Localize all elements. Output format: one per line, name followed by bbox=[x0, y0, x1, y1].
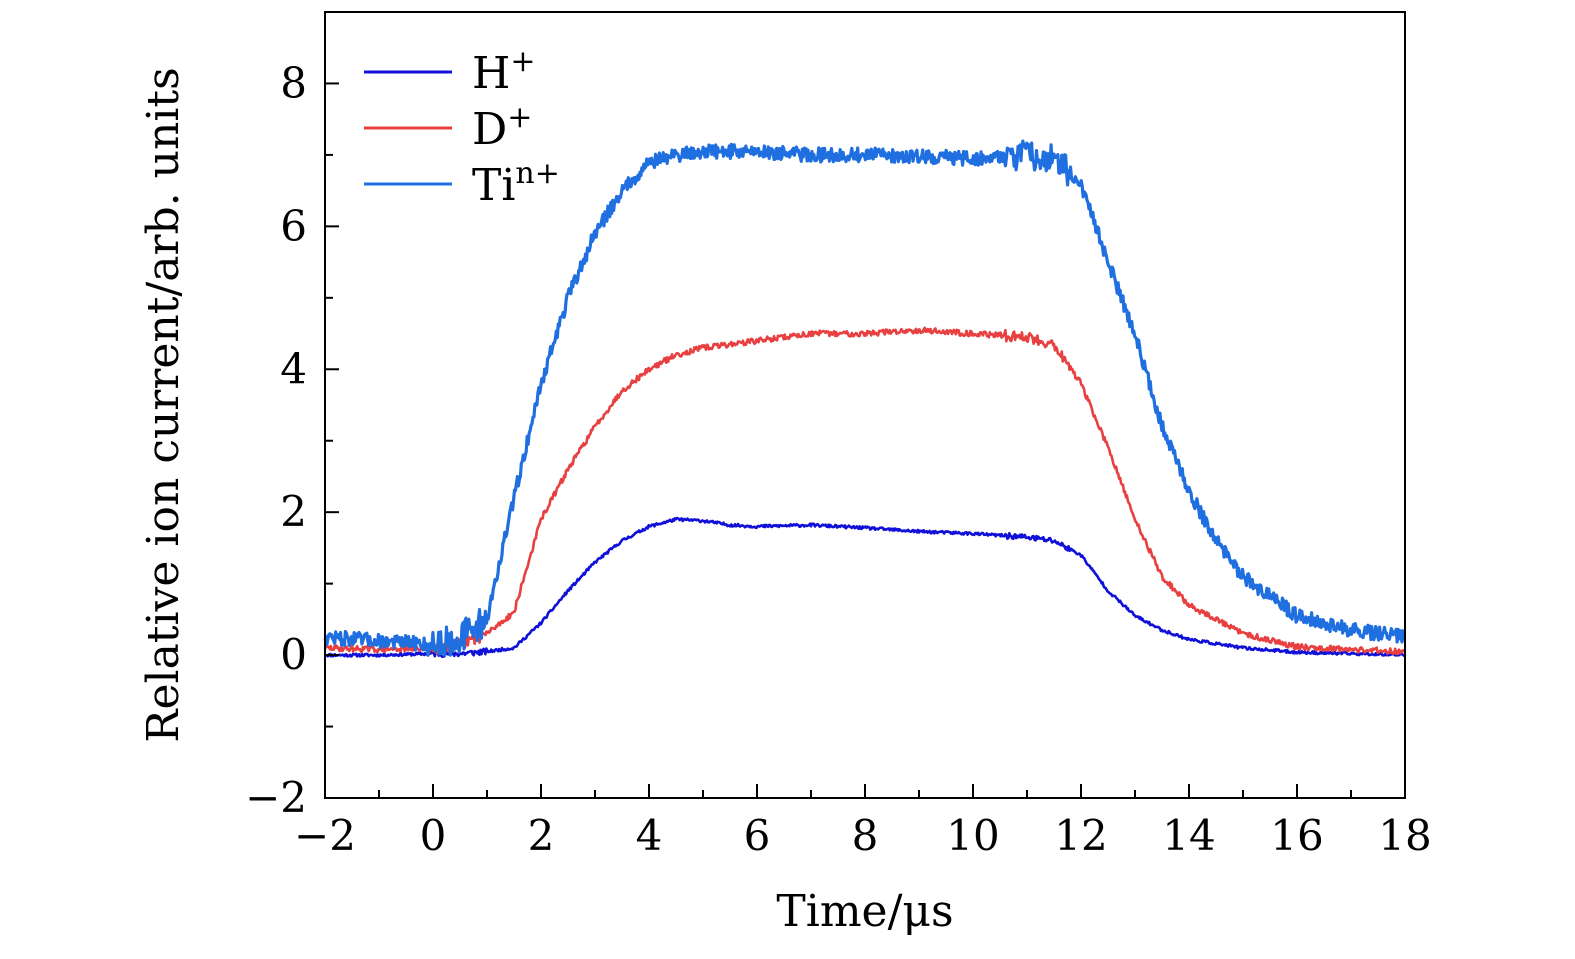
legend-label-base: Ti bbox=[472, 160, 515, 211]
legend-label-superscript: + bbox=[507, 100, 532, 135]
x-tick-label: 6 bbox=[744, 811, 771, 860]
series-line-d bbox=[323, 326, 1406, 656]
x-tick-label: 10 bbox=[946, 811, 999, 860]
y-tick-label: 4 bbox=[280, 344, 307, 393]
series-line-ti bbox=[323, 139, 1407, 657]
x-tick-label: 16 bbox=[1270, 811, 1323, 860]
series-layer bbox=[323, 139, 1407, 659]
y-tick-label: −2 bbox=[245, 773, 307, 822]
x-tick-label: −2 bbox=[294, 811, 356, 860]
x-tick-label: 2 bbox=[528, 811, 555, 860]
x-tick-label: 18 bbox=[1378, 811, 1431, 860]
series-line-h bbox=[324, 516, 1406, 659]
legend-label: D+ bbox=[472, 100, 532, 156]
x-tick-label: 0 bbox=[420, 811, 447, 860]
x-tick-label: 8 bbox=[852, 811, 879, 860]
x-tick-label: 4 bbox=[636, 811, 663, 860]
legend-label: H+ bbox=[472, 44, 536, 100]
tick-layer: −2 0 2 4 6 8 10 12 14 16 18 −2 0 2 4 6 8 bbox=[245, 58, 1432, 860]
legend-label-base: D bbox=[472, 104, 507, 155]
legend-label-superscript: n+ bbox=[515, 156, 559, 191]
y-axis-title: Relative ion current/arb. units bbox=[138, 67, 189, 742]
legend-label-superscript: + bbox=[510, 44, 535, 79]
legend-label: Tin+ bbox=[472, 156, 560, 212]
legend: H+D+Tin+ bbox=[364, 44, 560, 212]
y-tick-label: 6 bbox=[280, 201, 307, 250]
legend-label-base: H bbox=[472, 48, 510, 99]
x-tick-label: 14 bbox=[1162, 811, 1215, 860]
y-tick-label: 2 bbox=[280, 487, 307, 536]
y-tick-label: 8 bbox=[280, 58, 307, 107]
x-axis-title: Time/μs bbox=[776, 886, 953, 937]
y-tick-label: 0 bbox=[280, 630, 307, 679]
x-tick-label: 12 bbox=[1054, 811, 1107, 860]
